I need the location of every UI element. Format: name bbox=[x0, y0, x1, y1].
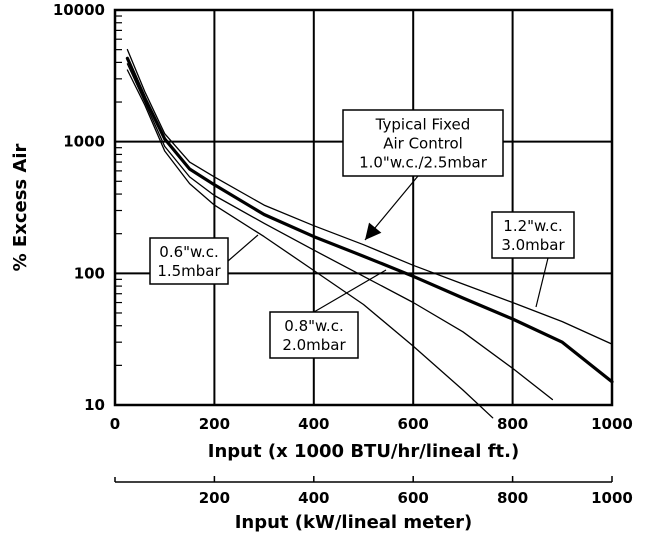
secondary-x-tick-label: 200 bbox=[199, 489, 230, 507]
secondary-x-tick-label: 800 bbox=[497, 489, 528, 507]
secondary-x-tick-label: 600 bbox=[398, 489, 429, 507]
series-line-2 bbox=[126, 63, 554, 401]
callout-leader-line bbox=[535, 257, 549, 308]
grid-lines bbox=[115, 10, 612, 405]
y-tick-label: 10 bbox=[84, 396, 105, 414]
series-lines bbox=[125, 48, 614, 419]
plot-frame bbox=[113, 8, 614, 407]
callout-text: 0.8"w.c. bbox=[284, 317, 343, 335]
callout-leader-line bbox=[313, 269, 387, 313]
annotation-callout-3: 0.6"w.c.1.5mbar bbox=[149, 234, 259, 285]
annotation-callout-2: 1.2"w.c.3.0mbar bbox=[491, 211, 575, 308]
x-axis-label: Input (x 1000 BTU/hr/lineal ft.) bbox=[208, 441, 519, 462]
y-tick-labels: 10 100 1000 10000 bbox=[53, 1, 105, 414]
secondary-x-tick-label: 400 bbox=[298, 489, 329, 507]
callout-text: 2.0mbar bbox=[282, 336, 346, 354]
secondary-x-axis-label: Input (kW/lineal meter) bbox=[235, 512, 473, 533]
callout-text: 1.2"w.c. bbox=[503, 217, 562, 235]
callout-text: Air Control bbox=[383, 135, 463, 153]
x-tick-label: 1000 bbox=[591, 415, 633, 433]
secondary-x-axis: 200 400 600 800 1000 bbox=[114, 476, 633, 507]
callout-box bbox=[491, 211, 575, 259]
callout-box bbox=[149, 237, 229, 285]
callout-text: Typical Fixed bbox=[375, 116, 471, 134]
callout-leader-line bbox=[227, 234, 259, 262]
x-tick-label: 200 bbox=[199, 415, 230, 433]
series-line-1 bbox=[126, 69, 494, 419]
x-tick-label: 0 bbox=[110, 415, 120, 433]
callout-text: 1.5mbar bbox=[157, 262, 221, 280]
callout-text: 3.0mbar bbox=[501, 236, 565, 254]
secondary-x-tick-label: 1000 bbox=[591, 489, 633, 507]
x-tick-label: 800 bbox=[497, 415, 528, 433]
series-line-3 bbox=[125, 56, 614, 384]
callout-box bbox=[269, 311, 359, 359]
annotation-callout-4: 0.8"w.c.2.0mbar bbox=[269, 269, 387, 359]
y-tick-label: 100 bbox=[74, 264, 105, 282]
callout-text: 0.6"w.c. bbox=[159, 243, 218, 261]
x-tick-label: 600 bbox=[398, 415, 429, 433]
callout-arrowhead bbox=[365, 222, 382, 240]
callout-box bbox=[342, 109, 504, 177]
y-axis-label: % Excess Air bbox=[10, 144, 31, 272]
x-tick-labels: 0 200 400 600 800 1000 bbox=[110, 415, 633, 433]
y-tick-label: 10000 bbox=[53, 1, 105, 19]
x-tick-label: 400 bbox=[298, 415, 329, 433]
y-tick-label: 1000 bbox=[63, 133, 105, 151]
series-line-4 bbox=[126, 48, 613, 345]
callout-text: 1.0"w.c./2.5mbar bbox=[359, 154, 488, 172]
